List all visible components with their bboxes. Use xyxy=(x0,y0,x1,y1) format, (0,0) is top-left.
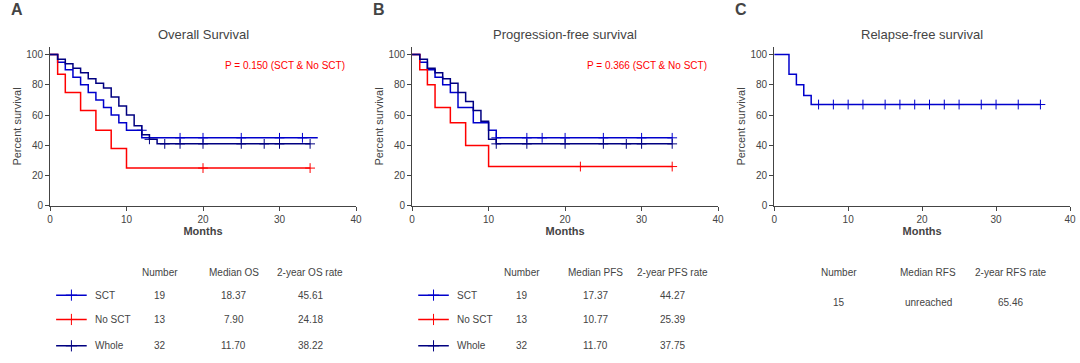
svg-text:0: 0 xyxy=(37,200,43,211)
svg-text:Months: Months xyxy=(546,225,585,237)
svg-text:13: 13 xyxy=(154,314,166,325)
svg-text:Percent survival: Percent survival xyxy=(373,87,385,165)
svg-text:20: 20 xyxy=(917,214,929,225)
svg-text:Percent survival: Percent survival xyxy=(735,87,747,165)
svg-text:Progression-free survival: Progression-free survival xyxy=(493,27,637,42)
svg-text:0: 0 xyxy=(771,214,777,225)
svg-text:7.90: 7.90 xyxy=(224,314,244,325)
svg-text:100: 100 xyxy=(751,49,768,60)
svg-text:10: 10 xyxy=(121,214,133,225)
svg-text:80: 80 xyxy=(756,79,768,90)
svg-text:17.37: 17.37 xyxy=(583,290,608,301)
svg-text:80: 80 xyxy=(394,79,406,90)
svg-text:20: 20 xyxy=(197,214,209,225)
svg-text:Overall Survival: Overall Survival xyxy=(158,27,249,42)
svg-text:2-year OS rate: 2-year OS rate xyxy=(277,267,343,278)
svg-text:10: 10 xyxy=(843,214,855,225)
svg-text:30: 30 xyxy=(636,214,648,225)
svg-text:44.27: 44.27 xyxy=(660,290,685,301)
svg-text:30: 30 xyxy=(274,214,286,225)
svg-text:0: 0 xyxy=(400,200,406,211)
svg-text:40: 40 xyxy=(1064,214,1076,225)
svg-text:0: 0 xyxy=(47,214,53,225)
svg-text:Number: Number xyxy=(504,267,540,278)
svg-text:No SCT: No SCT xyxy=(457,314,493,325)
svg-text:20: 20 xyxy=(756,170,768,181)
svg-text:10: 10 xyxy=(483,214,495,225)
svg-text:Median PFS: Median PFS xyxy=(568,267,623,278)
svg-text:P = 0.150 (SCT & No SCT): P = 0.150 (SCT & No SCT) xyxy=(225,60,345,71)
svg-text:40: 40 xyxy=(394,140,406,151)
svg-text:32: 32 xyxy=(154,340,166,351)
svg-text:Whole: Whole xyxy=(457,340,486,351)
svg-text:Months: Months xyxy=(903,225,942,237)
svg-text:18.37: 18.37 xyxy=(221,290,246,301)
svg-text:Whole: Whole xyxy=(95,340,124,351)
svg-text:0: 0 xyxy=(409,214,415,225)
svg-text:Median RFS: Median RFS xyxy=(900,267,956,278)
svg-text:SCT: SCT xyxy=(457,290,477,301)
svg-text:40: 40 xyxy=(32,140,44,151)
svg-text:20: 20 xyxy=(560,214,572,225)
svg-text:P = 0.366 (SCT & No SCT): P = 0.366 (SCT & No SCT) xyxy=(587,60,707,71)
svg-text:38.22: 38.22 xyxy=(298,340,323,351)
svg-text:10.77: 10.77 xyxy=(583,314,608,325)
svg-text:11.70: 11.70 xyxy=(583,340,608,351)
svg-text:Percent survival: Percent survival xyxy=(11,87,23,165)
svg-text:13: 13 xyxy=(516,314,528,325)
svg-text:20: 20 xyxy=(394,170,406,181)
svg-text:15: 15 xyxy=(833,297,845,308)
svg-text:32: 32 xyxy=(516,340,528,351)
svg-text:45.61: 45.61 xyxy=(298,290,323,301)
svg-text:80: 80 xyxy=(32,79,44,90)
svg-text:19: 19 xyxy=(516,290,528,301)
svg-text:Number: Number xyxy=(821,267,857,278)
svg-text:Number: Number xyxy=(142,267,178,278)
svg-text:Months: Months xyxy=(183,225,222,237)
svg-text:40: 40 xyxy=(756,140,768,151)
svg-text:60: 60 xyxy=(394,110,406,121)
svg-text:19: 19 xyxy=(154,290,166,301)
svg-text:37.75: 37.75 xyxy=(660,340,685,351)
svg-text:24.18: 24.18 xyxy=(298,314,323,325)
svg-text:65.46: 65.46 xyxy=(998,297,1023,308)
svg-text:A: A xyxy=(11,1,23,18)
svg-text:100: 100 xyxy=(26,49,43,60)
svg-text:2-year PFS rate: 2-year PFS rate xyxy=(637,267,708,278)
svg-text:25.39: 25.39 xyxy=(660,314,685,325)
svg-text:11.70: 11.70 xyxy=(221,340,246,351)
svg-text:0: 0 xyxy=(762,200,768,211)
svg-text:40: 40 xyxy=(350,214,362,225)
svg-text:100: 100 xyxy=(388,49,405,60)
svg-text:Median OS: Median OS xyxy=(209,267,259,278)
svg-text:60: 60 xyxy=(32,110,44,121)
svg-text:30: 30 xyxy=(990,214,1002,225)
svg-text:Relapse-free survival: Relapse-free survival xyxy=(861,27,983,42)
svg-text:C: C xyxy=(735,1,747,18)
svg-text:20: 20 xyxy=(32,170,44,181)
svg-text:40: 40 xyxy=(713,214,725,225)
svg-text:unreached: unreached xyxy=(905,297,952,308)
svg-text:B: B xyxy=(373,1,385,18)
svg-text:2-year RFS rate: 2-year RFS rate xyxy=(975,267,1047,278)
svg-text:SCT: SCT xyxy=(95,290,115,301)
svg-text:No SCT: No SCT xyxy=(95,314,131,325)
svg-text:60: 60 xyxy=(756,110,768,121)
